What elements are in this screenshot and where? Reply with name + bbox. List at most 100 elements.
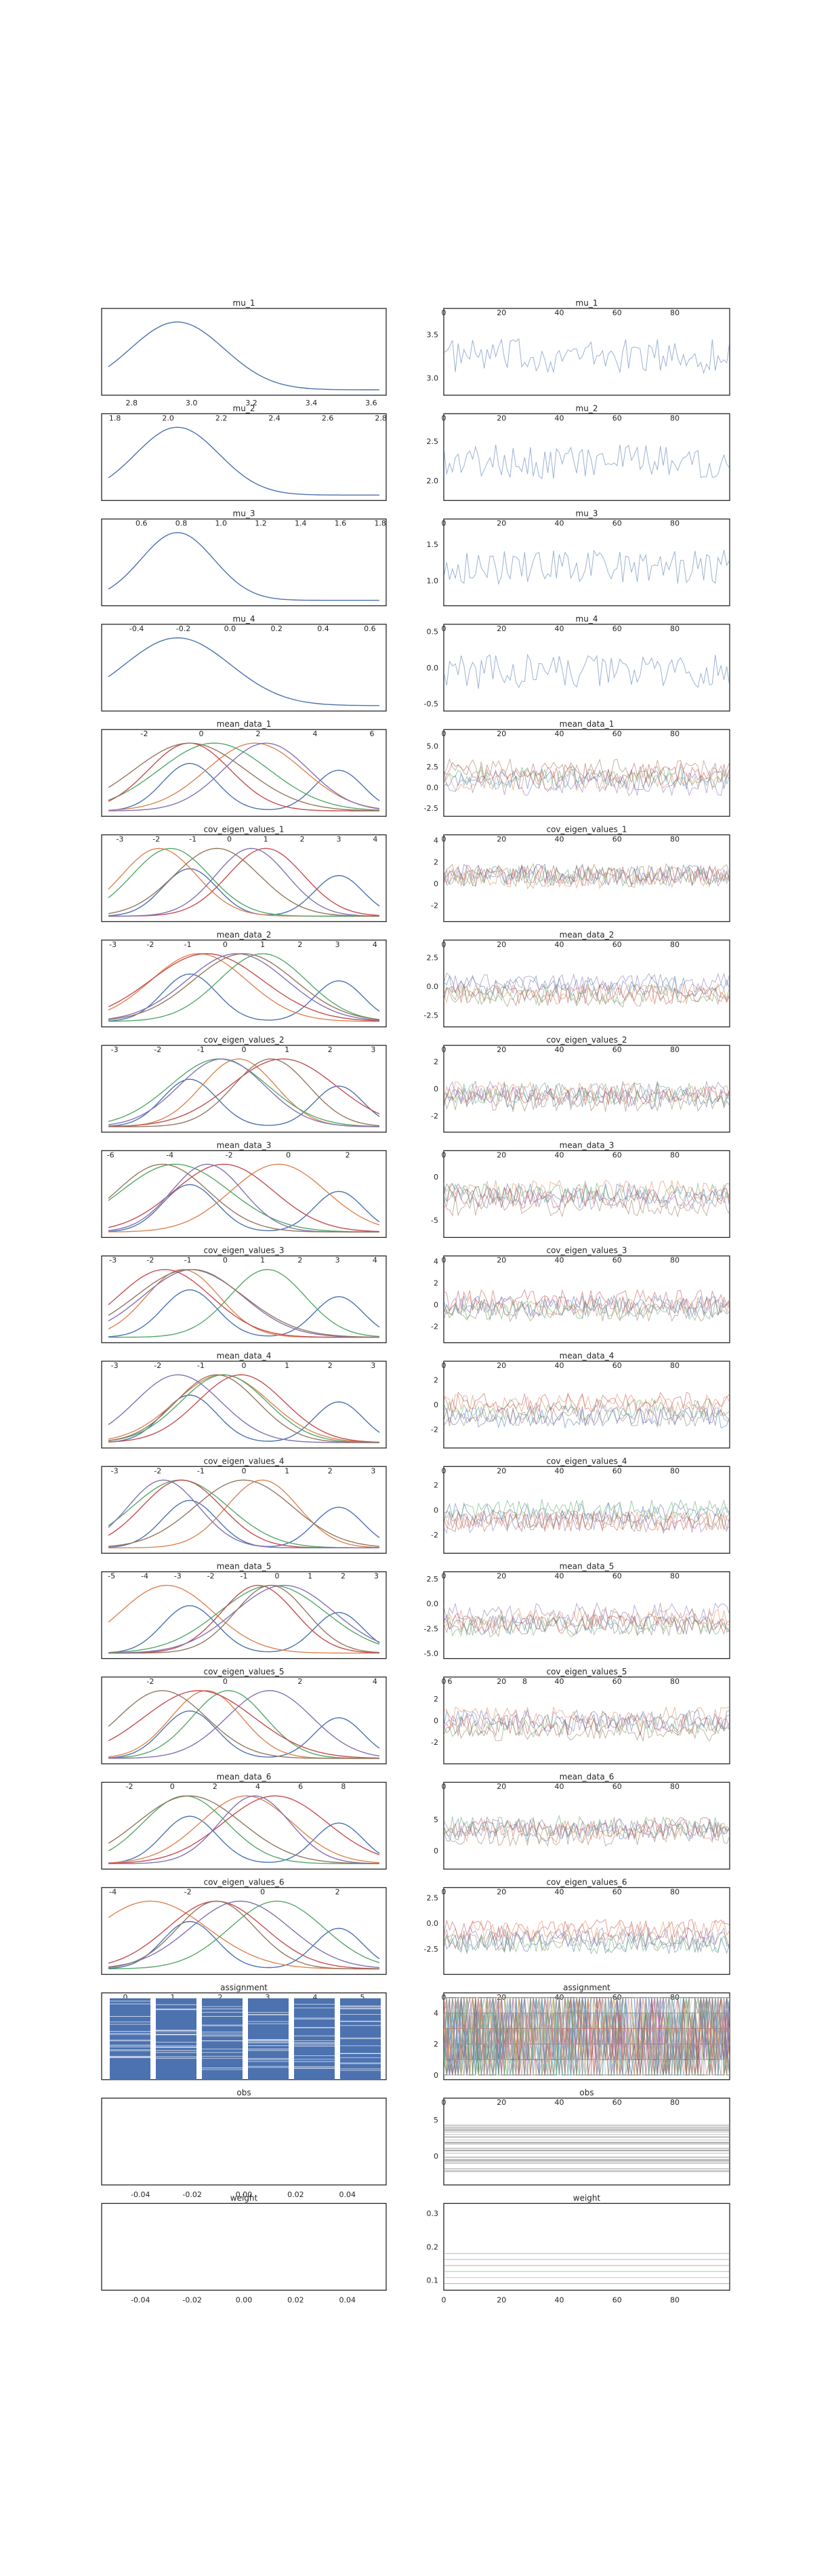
cov_eigen_values_6-kde-xtick: -2 [184, 1888, 192, 1897]
mu_2-kde-xtick: 2.8 [375, 414, 387, 422]
weight-trace-title: weight [573, 2193, 601, 2202]
mean_data_2-trace-lines [444, 972, 730, 1008]
mu_3-kde-xtick: 1.6 [335, 519, 347, 528]
obs-trace-xtick: 0 [442, 2098, 446, 2107]
mu_2-kde-xtick: 2.0 [162, 414, 174, 422]
mean_data_4-trace-xtick: 60 [612, 1361, 622, 1370]
mean_data_2-trace-panel: mean_data_2 0 20 40 60 80 -2.5 0.0 2.5 [424, 930, 730, 1028]
mean_data_5-kde-line [108, 1584, 380, 1654]
obs-trace-xtick: 40 [555, 2098, 564, 2107]
mu_1-kde-title: mu_1 [233, 298, 255, 308]
mu_3-kde-xtick: 1.4 [295, 519, 307, 528]
mu_1-trace-panel: mu_1 0 20 40 60 80 3.0 3.5 [427, 298, 730, 396]
mean_data_3-trace-line [444, 1188, 730, 1211]
obs-kde-panel: obs -0.04 -0.02 0.00 0.02 0.04 [101, 2088, 387, 2199]
mean_data_1-kde-xtick: 2 [256, 729, 261, 738]
mean_data_4-kde-xtick: 3 [371, 1361, 375, 1370]
cov_eigen_values_4-kde-xtick: 0 [242, 1466, 247, 1475]
mean_data_2-trace-line [444, 986, 730, 1008]
mean_data_4-trace-frame [443, 1361, 730, 1449]
cov_eigen_values_5-trace-line [444, 1706, 730, 1728]
mu_1-trace-ytick: 3.0 [427, 374, 439, 382]
mu_1-kde-frame [101, 308, 387, 396]
mean_data_1-kde-line [108, 742, 380, 811]
cov_eigen_values_6-trace-title: cov_eigen_values_6 [546, 1878, 627, 1887]
weight-kde-xtick: 0.00 [236, 2295, 253, 2304]
cov_eigen_values_2-trace-xtick: 60 [612, 1045, 622, 1054]
panel-cov_eigen_values_6: cov_eigen_values_6-4 -2 0 2cov_eigen_values… [101, 1878, 730, 1975]
weight-trace-xtick: 40 [555, 2295, 564, 2304]
mu_4-kde-xtick: 0.2 [270, 624, 283, 633]
mu_4-trace-line [444, 653, 730, 689]
cov_eigen_values_5-trace-xtick: 20 [497, 1677, 506, 1686]
mean_data_6-trace-line [444, 1819, 730, 1843]
mu_3-trace-title: mu_3 [576, 509, 598, 519]
cov_eigen_values_6-trace-line [444, 1925, 730, 1948]
mean_data_4-trace-ytick: 2 [434, 1375, 438, 1384]
mu_3-kde-xtick: 0.8 [175, 519, 188, 528]
mean_data_2-kde-line [108, 953, 379, 1022]
mean_data_1-trace-xtick: 0 [442, 729, 446, 738]
assignment-kde-title: assignment [220, 1983, 268, 1992]
mean_data_3-kde-xtick: -6 [107, 1150, 114, 1159]
obs-trace-title: obs [579, 2088, 593, 2097]
cov_eigen_values_3-trace-line [444, 1295, 730, 1317]
cov_eigen_values_6-trace-ytick: 2.5 [427, 1894, 439, 1903]
cov_eigen_values_5-kde-frame [101, 1676, 387, 1765]
cov_eigen_values_5-kde-line [108, 1690, 379, 1759]
mean_data_2-kde-line [108, 953, 380, 1022]
mu_1-kde-xtick: 3.4 [306, 399, 318, 407]
cov_eigen_values_1-trace-xtick: 40 [555, 835, 564, 844]
mean_data_5-kde-line [108, 1584, 380, 1654]
obs-trace-xtick: 80 [670, 2098, 680, 2107]
assignment-kde-bar [110, 1998, 150, 2080]
weight-trace-xtick: 80 [670, 2295, 680, 2304]
mean_data_5-trace-ytick: -5.0 [424, 1649, 438, 1658]
mu_1-trace-xtick: 20 [497, 308, 506, 317]
mu_1-trace-ytick: 3.5 [427, 330, 439, 339]
mean_data_2-kde-xtick: 4 [373, 940, 377, 949]
cov_eigen_values_4-trace-ytick: -2 [431, 1531, 438, 1539]
mean_data_5-trace-title: mean_data_5 [560, 1562, 614, 1571]
cov_eigen_values_6-trace-xtick: 0 [442, 1888, 446, 1897]
obs-kde-xtick: -0.02 [182, 2190, 201, 2199]
cov_eigen_values_1-kde-xtick: 3 [337, 835, 341, 844]
cov_eigen_values_2-kde-xtick: 3 [371, 1045, 375, 1054]
mean_data_4-trace-lines [444, 1392, 730, 1429]
mean_data_6-trace-xtick: 40 [555, 1782, 564, 1791]
panel-mean_data_1: mean_data_1 -2 0 2 4 6 mean_data_1 0 20 40 60 80 -2.… [101, 719, 730, 817]
cov_eigen_values_1-trace-frame [443, 834, 730, 923]
cov_eigen_values_5-kde-line [108, 1710, 380, 1758]
mean_data_3-trace-line [444, 1195, 730, 1218]
mean_data_3-trace-title: mean_data_3 [560, 1140, 614, 1150]
mu_4-trace-frame [443, 624, 730, 712]
cov_eigen_values_6-kde-frame [101, 1887, 387, 1975]
mean_data_6-trace-ytick: 5 [434, 1815, 438, 1824]
cov_eigen_values_5-kde-xtick: 8 [522, 1677, 527, 1686]
mean_data_6-kde-line [108, 1795, 380, 1864]
mean_data_5-kde-xtick: -2 [207, 1572, 215, 1581]
mean_data_5-trace-xtick: 0 [442, 1572, 446, 1581]
mu_3-kde-title: mu_3 [233, 509, 255, 519]
mean_data_4-kde-line [108, 1374, 379, 1443]
mu_3-kde-line [108, 531, 379, 601]
cov_eigen_values_1-trace-ytick: 0 [434, 880, 438, 889]
mean_data_1-trace-line [444, 769, 730, 792]
panel-cov_eigen_values_2: cov_eigen_values_2-3 -2 -1 0 1 2 3cov_eigen_va… [101, 1035, 730, 1133]
mu_1-kde-xtick: 3.6 [365, 399, 377, 407]
mean_data_1-trace-frame [443, 729, 730, 817]
cov_eigen_values_5-trace-line [444, 1720, 730, 1742]
mu_2-kde-title: mu_2 [233, 403, 255, 413]
mean_data_5-trace-ytick: 2.5 [427, 1575, 439, 1584]
mu_4-trace-xtick: 80 [670, 624, 680, 633]
mu_4-kde-xtick: -0.4 [129, 624, 144, 633]
mean_data_1-kde-xtick: 6 [370, 729, 375, 738]
mean_data_6-kde-frame [101, 1782, 387, 1870]
mean_data_4-trace-xtick: 20 [497, 1361, 506, 1370]
mean_data_1-kde-line [108, 742, 380, 811]
cov_eigen_values_3-trace-xtick: 60 [612, 1256, 622, 1265]
cov_eigen_values_4-trace-ytick: 0 [434, 1506, 438, 1514]
mean_data_1-kde-title: mean_data_1 [217, 719, 272, 729]
mean_data_1-trace-xtick: 40 [555, 729, 564, 738]
mean_data_2-trace-ytick: 2.5 [427, 953, 439, 962]
